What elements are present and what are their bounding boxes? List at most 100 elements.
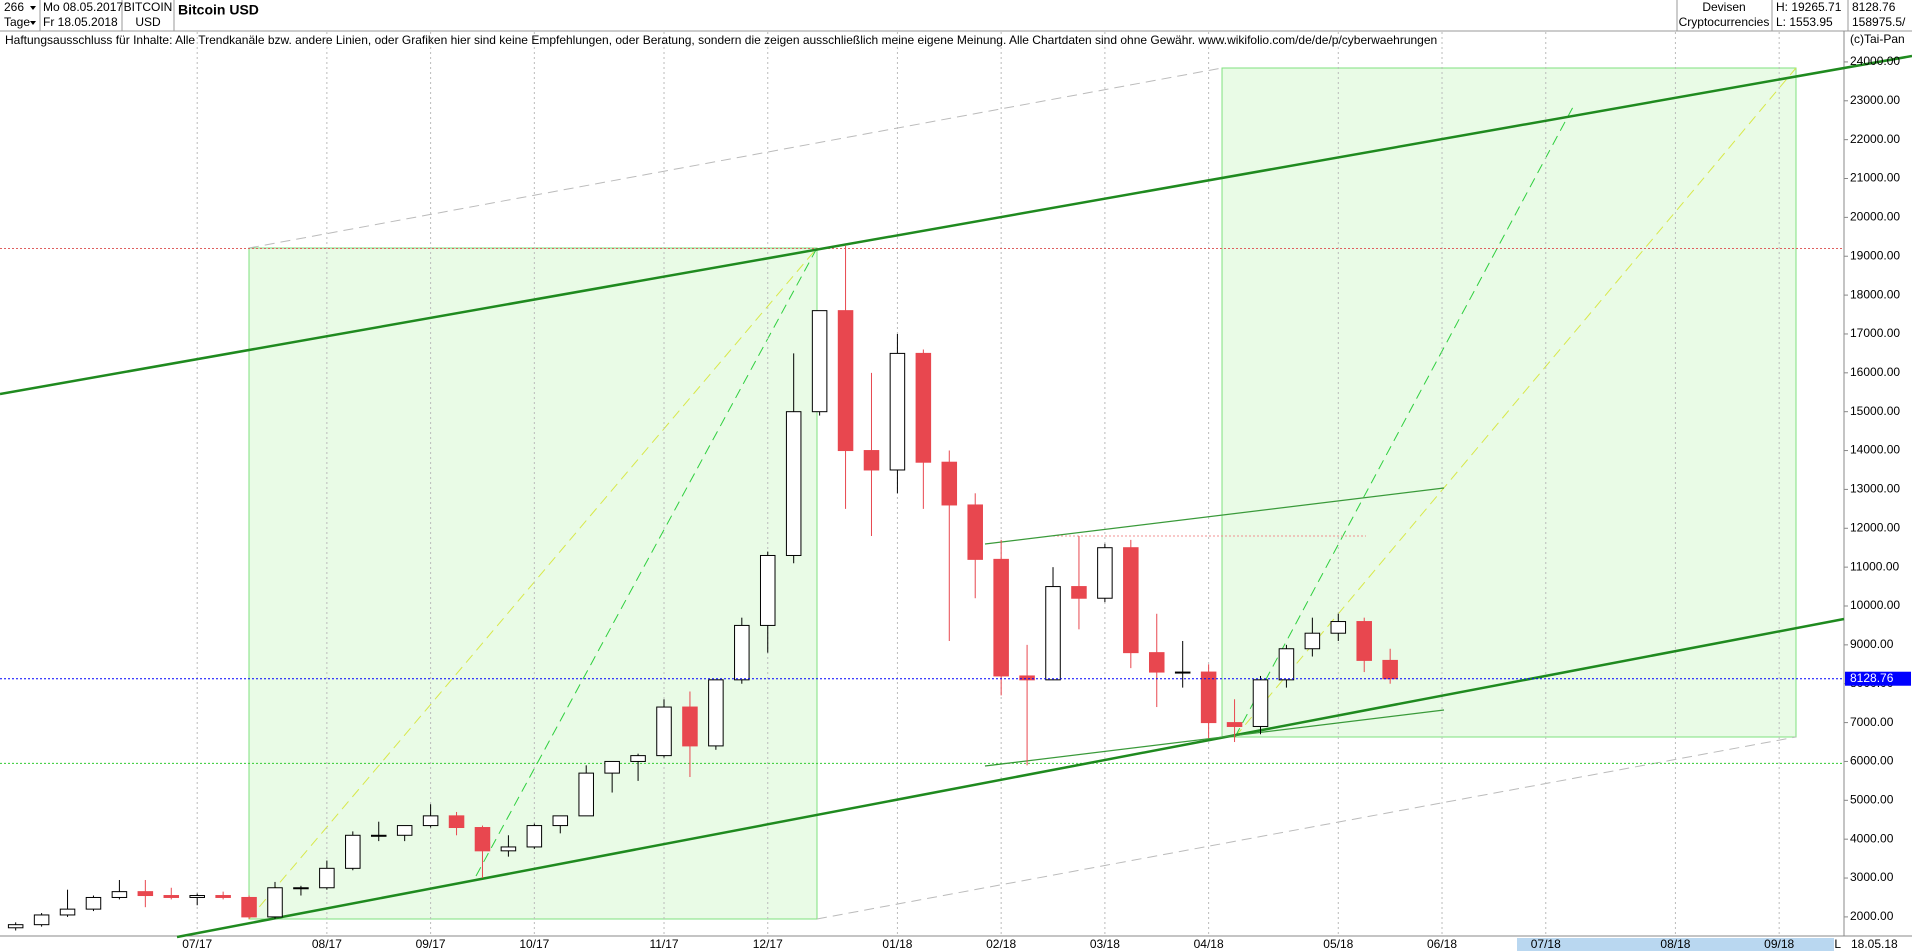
trend-lines bbox=[0, 54, 1912, 939]
last-price-label: 8128.76 bbox=[1850, 671, 1894, 685]
x-tick-label: 08/17 bbox=[312, 937, 342, 951]
y-tick-label: 23000.00 bbox=[1850, 93, 1900, 107]
y-tick-label: 20000.00 bbox=[1850, 210, 1900, 224]
candle-body bbox=[1148, 652, 1165, 673]
candle-body bbox=[422, 815, 439, 827]
x-tick-label: 10/17 bbox=[519, 937, 549, 951]
candle-body bbox=[785, 411, 802, 556]
last: 8128.76 bbox=[1852, 0, 1896, 14]
candle-body bbox=[811, 310, 828, 413]
candle-body bbox=[837, 310, 854, 452]
x-tick-label: 04/18 bbox=[1194, 937, 1224, 951]
x-tick-label: 09/17 bbox=[416, 937, 446, 951]
x-tick-label: 06/18 bbox=[1427, 937, 1457, 951]
y-tick-label: 12000.00 bbox=[1850, 520, 1900, 534]
dropdown-arrow[interactable] bbox=[30, 6, 36, 10]
candle-body bbox=[708, 679, 724, 747]
x-tick-label: 11/17 bbox=[649, 937, 678, 951]
x-tick-label: 09/18 bbox=[1764, 937, 1794, 951]
candle-body bbox=[682, 706, 698, 747]
end-date: Fr 18.05.2018 bbox=[43, 15, 118, 29]
y-tick-label: 24000.00 bbox=[1850, 54, 1900, 68]
symbol: BITCOIN bbox=[124, 0, 173, 14]
copyright: (c)Tai-Pan bbox=[1850, 32, 1905, 46]
dropdown-arrow[interactable] bbox=[30, 21, 36, 25]
candle-body bbox=[267, 887, 283, 918]
candle-body bbox=[1330, 621, 1347, 634]
candle-body bbox=[993, 558, 1009, 677]
candle-body bbox=[1382, 659, 1398, 680]
high: H: 19265.71 bbox=[1776, 0, 1842, 14]
y-tick-label: 10000.00 bbox=[1850, 598, 1900, 612]
candle-body bbox=[33, 914, 50, 926]
candle-body bbox=[1200, 671, 1217, 724]
yellow-diagonal bbox=[1234, 67, 1797, 738]
candle-body bbox=[1304, 632, 1321, 650]
y-tick-label: 21000.00 bbox=[1850, 171, 1900, 185]
candle-body bbox=[604, 760, 620, 774]
currency: USD bbox=[135, 15, 161, 29]
candle-body bbox=[1252, 679, 1269, 727]
x-tick-label: 01/18 bbox=[882, 937, 912, 951]
candle-body bbox=[293, 887, 309, 890]
x-tick-label: 07/18 bbox=[1531, 937, 1561, 951]
y-tick-label: 6000.00 bbox=[1850, 754, 1894, 768]
candle-body bbox=[85, 896, 102, 910]
y-tick-label: 7000.00 bbox=[1850, 715, 1894, 729]
y-tick-label: 13000.00 bbox=[1850, 482, 1900, 496]
y-tick-label: 14000.00 bbox=[1850, 443, 1900, 457]
x-tick-label: 02/18 bbox=[986, 937, 1016, 951]
green-diagonal bbox=[475, 247, 818, 877]
group: Cryptocurrencies bbox=[1679, 15, 1770, 29]
candle-body bbox=[396, 825, 413, 836]
x-tick-label: 05/18 bbox=[1323, 937, 1353, 951]
drawings bbox=[248, 67, 1797, 920]
candle-body bbox=[1019, 675, 1035, 681]
candle-body bbox=[111, 891, 128, 898]
candle-body bbox=[656, 706, 672, 757]
candle-body bbox=[319, 867, 335, 889]
candle-body bbox=[1071, 586, 1087, 599]
candle-body bbox=[500, 846, 517, 852]
candle-body bbox=[370, 834, 387, 837]
y-tick-label: 2000.00 bbox=[1850, 909, 1894, 923]
candle-body bbox=[1174, 671, 1191, 674]
y-tick-label: 9000.00 bbox=[1850, 637, 1894, 651]
footer-date: 18.05.18 bbox=[1851, 937, 1898, 951]
y-tick-label: 22000.00 bbox=[1850, 132, 1900, 146]
candle-body bbox=[1123, 547, 1139, 654]
y-tick-label: 3000.00 bbox=[1850, 870, 1894, 884]
candle-body bbox=[1045, 586, 1061, 681]
future-range bbox=[1517, 938, 1834, 951]
count[interactable]: 266 bbox=[4, 0, 24, 14]
period[interactable]: Tage bbox=[4, 15, 30, 29]
yellow-diagonal bbox=[248, 247, 818, 920]
y-tick-label: 4000.00 bbox=[1850, 831, 1894, 845]
candle-body bbox=[163, 895, 180, 898]
x-tick-label: 12/17 bbox=[753, 937, 783, 951]
candle-body bbox=[941, 461, 958, 506]
channel-upper bbox=[0, 54, 1912, 396]
candle-body bbox=[474, 827, 491, 852]
channel-lower-small bbox=[984, 709, 1445, 767]
last-price-box bbox=[1845, 671, 1911, 686]
candle-body bbox=[1226, 722, 1243, 727]
scale-mode: L bbox=[1834, 937, 1841, 951]
low: L: 1553.95 bbox=[1776, 15, 1833, 29]
candle-body bbox=[630, 755, 646, 762]
y-tick-label: 18000.00 bbox=[1850, 287, 1900, 301]
market: Devisen bbox=[1702, 0, 1745, 14]
candle-body bbox=[526, 825, 543, 848]
guide-line bbox=[816, 736, 1797, 920]
candle-body bbox=[1356, 621, 1372, 661]
candle-body bbox=[759, 554, 776, 626]
candle-body bbox=[59, 908, 76, 916]
candle-body bbox=[189, 895, 205, 898]
start-date: Mo 08.05.2017 bbox=[43, 0, 123, 14]
y-tick-label: 11000.00 bbox=[1850, 559, 1899, 573]
candle-body bbox=[734, 624, 750, 681]
grid bbox=[0, 32, 1844, 936]
projection-box bbox=[1221, 67, 1797, 738]
candle-body bbox=[889, 352, 906, 471]
